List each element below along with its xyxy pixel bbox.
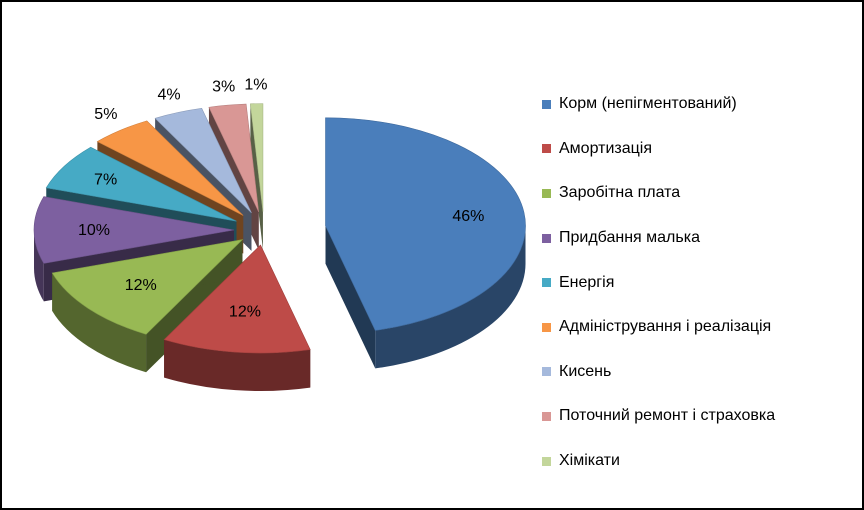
legend-label: Заробітна плата	[559, 184, 681, 202]
legend-label: Кисень	[559, 362, 612, 380]
legend-swatch	[542, 411, 551, 421]
slice-side	[52, 273, 147, 373]
slice-value-label: 7%	[94, 171, 117, 188]
pie-slice	[250, 103, 264, 250]
slice-top	[45, 146, 237, 222]
slice-value-label: 3%	[212, 78, 235, 95]
legend-swatch	[542, 278, 551, 288]
legend-item: Кисень	[542, 350, 860, 395]
legend-swatch	[542, 233, 551, 243]
legend-item: Хімікати	[542, 439, 860, 484]
legend-item: Адміністрування і реалізація	[542, 305, 860, 350]
slice-top	[51, 239, 244, 335]
slice-value-label: 12%	[125, 277, 157, 294]
slice-value-label: 1%	[244, 77, 267, 94]
pie-slice	[325, 117, 526, 369]
legend-label: Амортизація	[559, 139, 652, 157]
legend-label: Придбання малька	[559, 229, 700, 247]
legend-swatch	[542, 367, 551, 377]
legend-item: Енергія	[542, 260, 860, 305]
legend-swatch	[542, 99, 551, 109]
legend-item: Корм (непігментований)	[542, 82, 860, 127]
legend-item: Заробітна плата	[542, 171, 860, 216]
legend-swatch	[542, 144, 551, 154]
slice-top	[96, 120, 244, 216]
slice-wall	[250, 103, 263, 250]
chart-legend: Корм (непігментований) Амортизація Зароб…	[542, 82, 860, 483]
pie-slice	[163, 244, 311, 392]
slice-side	[375, 225, 526, 369]
slice-value-label: 4%	[157, 86, 180, 103]
legend-label: Корм (непігментований)	[559, 95, 737, 113]
legend-item: Придбання малька	[542, 216, 860, 261]
slice-top	[250, 103, 264, 212]
slice-value-label: 46%	[452, 208, 484, 225]
slice-top	[325, 117, 526, 331]
slice-value-label: 5%	[94, 106, 117, 123]
legend-label: Енергія	[559, 273, 615, 291]
slice-side	[164, 339, 311, 392]
legend-label: Хімікати	[559, 452, 620, 470]
legend-label: Поточний ремонт і страховка	[559, 407, 776, 425]
legend-item: Поточний ремонт і страховка	[542, 394, 860, 439]
slice-top	[33, 196, 235, 264]
legend-label: Адміністрування і реалізація	[559, 318, 772, 336]
legend-swatch	[542, 322, 551, 332]
legend-swatch	[542, 456, 551, 466]
slice-top	[154, 107, 252, 214]
legend-item: Амортизація	[542, 127, 860, 172]
slice-value-label: 12%	[229, 303, 261, 320]
slice-top	[208, 103, 259, 212]
legend-swatch	[542, 188, 551, 198]
slice-top	[163, 244, 311, 354]
slice-value-label: 10%	[78, 222, 110, 239]
slice-wall	[325, 225, 376, 369]
